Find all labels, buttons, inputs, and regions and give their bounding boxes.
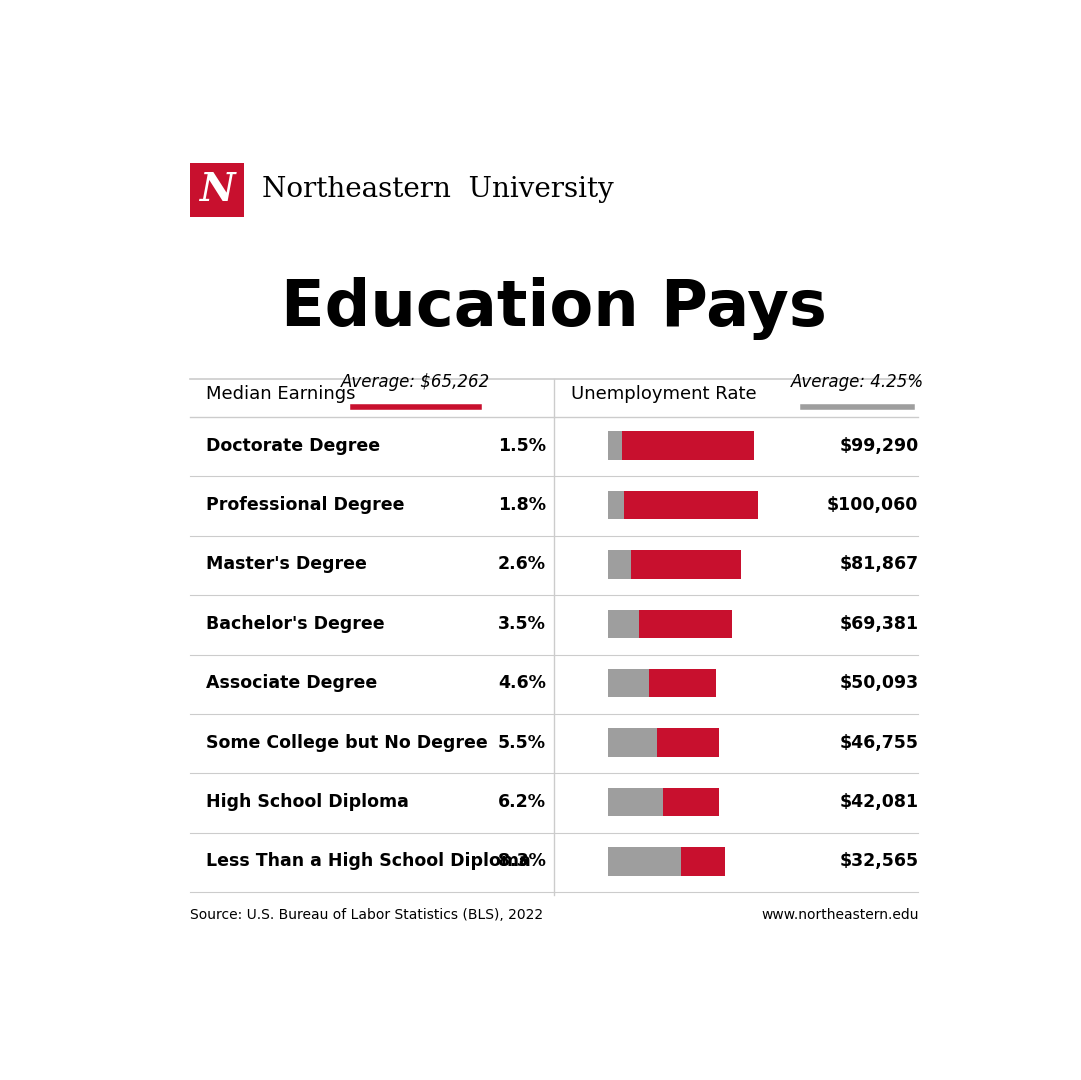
Text: Average: 4.25%: Average: 4.25% <box>790 373 924 391</box>
Text: Associate Degree: Associate Degree <box>206 674 377 692</box>
Text: Median Earnings: Median Earnings <box>206 386 356 403</box>
Text: 2.6%: 2.6% <box>497 555 546 573</box>
Text: Education Pays: Education Pays <box>281 276 827 340</box>
Text: 8.3%: 8.3% <box>497 852 546 870</box>
Text: Less Than a High School Diploma: Less Than a High School Diploma <box>206 852 531 870</box>
Text: www.northeastern.edu: www.northeastern.edu <box>761 908 919 922</box>
Text: $50,093: $50,093 <box>839 674 919 692</box>
Text: $99,290: $99,290 <box>839 436 919 455</box>
FancyBboxPatch shape <box>609 729 657 757</box>
FancyBboxPatch shape <box>624 491 758 519</box>
Text: $81,867: $81,867 <box>839 555 919 573</box>
FancyBboxPatch shape <box>609 670 649 698</box>
FancyBboxPatch shape <box>631 551 740 579</box>
Text: 1.5%: 1.5% <box>497 436 546 455</box>
Text: $32,565: $32,565 <box>839 852 919 870</box>
Text: $100,060: $100,060 <box>827 496 919 514</box>
Text: Northeastern  University: Northeastern University <box>263 176 614 203</box>
Text: Unemployment Rate: Unemployment Rate <box>571 386 757 403</box>
FancyBboxPatch shape <box>609 788 663 816</box>
Text: 1.8%: 1.8% <box>497 496 546 514</box>
Text: Bachelor's Degree: Bachelor's Degree <box>206 615 385 633</box>
Text: Source: U.S. Bureau of Labor Statistics (BLS), 2022: Source: U.S. Bureau of Labor Statistics … <box>189 908 543 922</box>
FancyBboxPatch shape <box>609 432 622 460</box>
Text: N: N <box>199 171 235 208</box>
FancyBboxPatch shape <box>189 163 244 217</box>
Text: Master's Degree: Master's Degree <box>206 555 368 573</box>
FancyBboxPatch shape <box>609 551 631 579</box>
Text: $42,081: $42,081 <box>839 793 919 811</box>
FancyBboxPatch shape <box>681 848 725 876</box>
FancyBboxPatch shape <box>609 491 624 519</box>
Text: Some College but No Degree: Some College but No Degree <box>206 733 489 752</box>
FancyBboxPatch shape <box>649 670 716 698</box>
Text: Average: $65,262: Average: $65,262 <box>342 373 491 391</box>
FancyBboxPatch shape <box>609 610 639 638</box>
FancyBboxPatch shape <box>663 788 719 816</box>
FancyBboxPatch shape <box>639 610 732 638</box>
Text: 3.5%: 3.5% <box>497 615 546 633</box>
Text: 5.5%: 5.5% <box>497 733 546 752</box>
FancyBboxPatch shape <box>609 848 681 876</box>
Text: High School Diploma: High School Diploma <box>206 793 410 811</box>
Text: 4.6%: 4.6% <box>497 674 546 692</box>
Text: 6.2%: 6.2% <box>497 793 546 811</box>
Text: Professional Degree: Professional Degree <box>206 496 405 514</box>
Text: Doctorate Degree: Doctorate Degree <box>206 436 381 455</box>
FancyBboxPatch shape <box>622 432 755 460</box>
Text: $46,755: $46,755 <box>840 733 919 752</box>
Text: $69,381: $69,381 <box>839 615 919 633</box>
FancyBboxPatch shape <box>657 729 719 757</box>
